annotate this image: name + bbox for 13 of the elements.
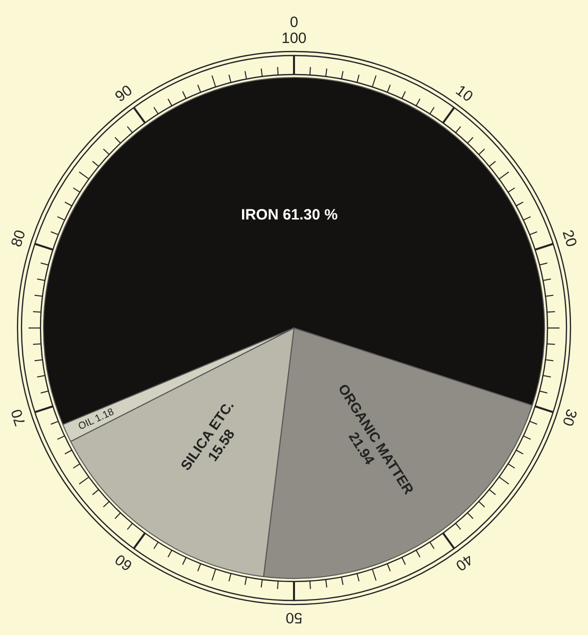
text: 50 [286, 609, 302, 626]
text: 0 [290, 14, 298, 31]
text: 10 [452, 82, 476, 106]
text: 90 [112, 82, 136, 106]
text: 80 [8, 228, 30, 250]
text: 60 [112, 550, 136, 574]
text: 30 [558, 406, 580, 428]
text: 40 [452, 550, 476, 574]
slice-label: OIL 1.18 [76, 406, 116, 433]
text: 70 [8, 406, 30, 428]
slice-label: IRON 61.30 % [241, 206, 338, 224]
text: 100 [281, 30, 307, 47]
text: 20 [558, 228, 580, 250]
